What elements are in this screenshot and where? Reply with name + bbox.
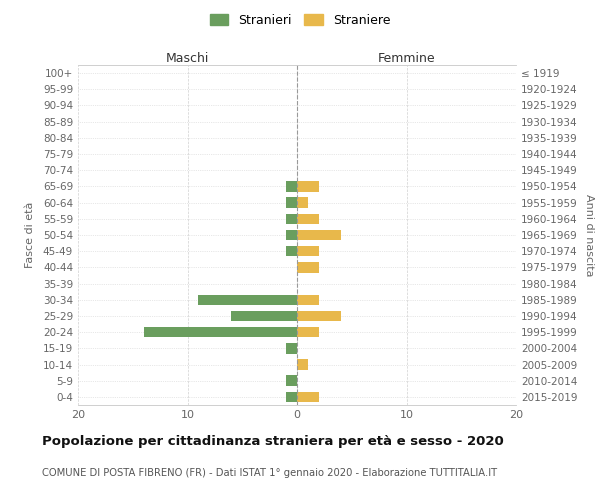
Text: Femmine: Femmine <box>377 52 436 65</box>
Bar <box>297 246 319 256</box>
Bar <box>286 214 297 224</box>
Bar <box>297 360 308 370</box>
Bar <box>297 181 319 192</box>
Bar <box>199 294 297 305</box>
Bar <box>297 392 319 402</box>
Bar <box>297 262 319 272</box>
Bar <box>297 294 319 305</box>
Bar <box>144 327 297 338</box>
Text: Maschi: Maschi <box>166 52 209 65</box>
Bar <box>286 230 297 240</box>
Y-axis label: Anni di nascita: Anni di nascita <box>584 194 594 276</box>
Y-axis label: Fasce di età: Fasce di età <box>25 202 35 268</box>
Bar <box>297 310 341 321</box>
Bar <box>232 310 297 321</box>
Bar <box>286 392 297 402</box>
Text: COMUNE DI POSTA FIBRENO (FR) - Dati ISTAT 1° gennaio 2020 - Elaborazione TUTTITA: COMUNE DI POSTA FIBRENO (FR) - Dati ISTA… <box>42 468 497 477</box>
Text: Popolazione per cittadinanza straniera per età e sesso - 2020: Popolazione per cittadinanza straniera p… <box>42 435 504 448</box>
Bar <box>297 198 308 208</box>
Bar <box>297 230 341 240</box>
Bar <box>297 214 319 224</box>
Bar <box>286 181 297 192</box>
Bar <box>286 343 297 353</box>
Bar <box>286 376 297 386</box>
Bar <box>297 327 319 338</box>
Bar <box>286 198 297 208</box>
Legend: Stranieri, Straniere: Stranieri, Straniere <box>205 8 395 32</box>
Bar <box>286 246 297 256</box>
